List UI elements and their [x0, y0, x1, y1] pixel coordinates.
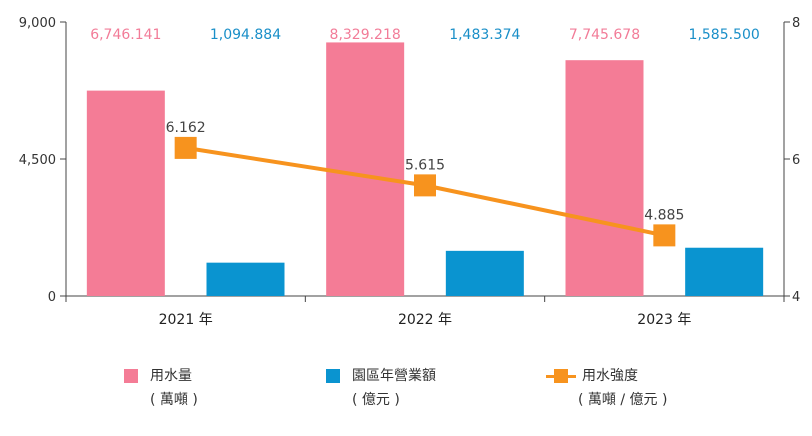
- point-water-intensity: [414, 174, 436, 197]
- y-right-tick-label: 4: [792, 290, 800, 305]
- data-label-water-usage: 7,745.678: [569, 27, 640, 43]
- data-label-revenue: 1,585.500: [689, 27, 760, 43]
- legend-label-water-intensity: 用水強度: [582, 368, 638, 384]
- point-water-intensity: [653, 224, 676, 247]
- x-category-label: 2021 年: [159, 312, 213, 328]
- legend-unit-revenue: ( 億元 ): [352, 392, 400, 408]
- legend-item-water-usage: 用水量 ( 萬噸 ): [124, 364, 198, 412]
- data-label-revenue: 1,483.374: [449, 27, 520, 43]
- y-right-tick-label: 8: [792, 16, 800, 31]
- legend-item-revenue: 園區年營業額 ( 億元 ): [326, 364, 436, 412]
- data-label-water-usage: 6,746.141: [90, 27, 161, 43]
- bar-revenue: [206, 262, 285, 296]
- bar-water-usage: [565, 60, 644, 297]
- legend-item-water-intensity: 用水強度 ( 萬噸 / 億元 ): [546, 364, 667, 412]
- x-category-label: 2023 年: [637, 312, 691, 328]
- legend-swatch-water-intensity: [546, 369, 576, 383]
- bar-water-usage: [326, 42, 405, 296]
- data-label-water-usage: 8,329.218: [330, 27, 401, 43]
- point-water-intensity: [174, 136, 197, 159]
- legend-label-revenue: 園區年營業額: [352, 368, 436, 384]
- legend-swatch-revenue: [326, 369, 340, 383]
- data-label-revenue: 1,094.884: [210, 27, 281, 43]
- data-label-water-intensity: 6.162: [166, 120, 206, 136]
- y-left-tick-label: 0: [48, 290, 56, 305]
- x-category-label: 2022 年: [398, 312, 452, 328]
- legend-swatch-water-usage: [124, 369, 138, 383]
- legend-unit-water-usage: ( 萬噸 ): [150, 392, 198, 408]
- y-left-tick-label: 9,000: [19, 16, 56, 31]
- data-label-water-intensity: 5.615: [405, 157, 445, 173]
- y-left-tick-label: 4,500: [19, 153, 56, 168]
- legend-label-water-usage: 用水量: [150, 368, 192, 384]
- bar-revenue: [685, 247, 764, 296]
- data-label-water-intensity: 4.885: [644, 207, 684, 223]
- y-right-tick-label: 6: [792, 153, 800, 168]
- legend-unit-water-intensity: ( 萬噸 / 億元 ): [578, 392, 668, 408]
- bar-revenue: [445, 250, 524, 296]
- bar-water-usage: [86, 90, 165, 296]
